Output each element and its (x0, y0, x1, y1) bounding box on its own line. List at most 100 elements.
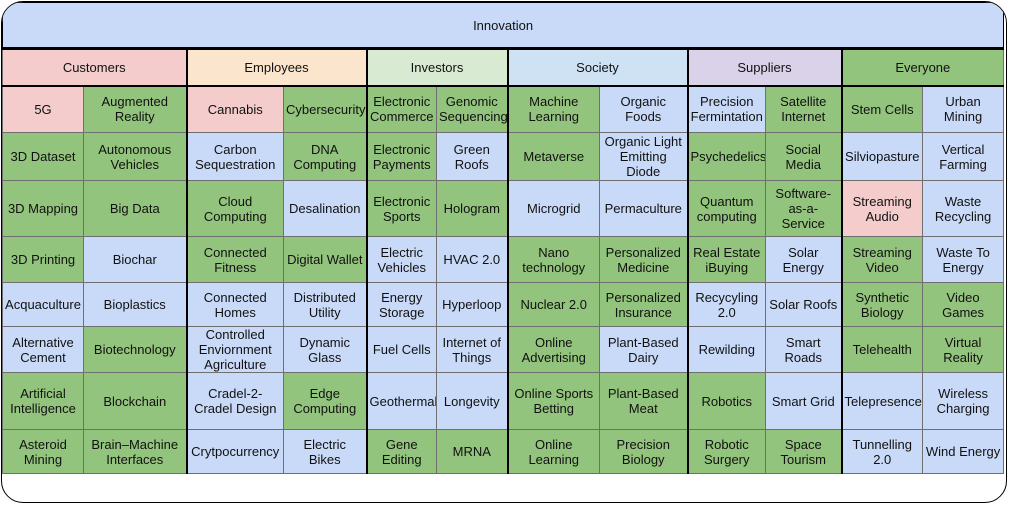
innovation-cell: Augmented Reality (83, 85, 187, 133)
innovation-cell: Green Roofs (436, 132, 508, 181)
innovation-cell: Nuclear 2.0 (506, 282, 600, 327)
innovation-cell: Hologram (436, 180, 508, 237)
category-header-suppliers: Suppliers (686, 48, 842, 87)
innovation-cell: Connected Homes (185, 282, 284, 327)
innovation-cell: Software-as-a-Service (765, 180, 842, 237)
category-header-everyone: Everyone (840, 48, 1005, 87)
innovation-cell: Precision Fermintation (686, 85, 766, 133)
innovation-cell: Synthetic Biology (840, 282, 923, 327)
innovation-cell: DNA Computing (283, 132, 367, 181)
innovation-cell: Longevity (436, 372, 508, 430)
innovation-cell: Metaverse (506, 132, 600, 181)
innovation-cell: Streaming Video (840, 236, 923, 283)
innovation-cell: Bioplastics (83, 282, 187, 327)
table-title: Innovation (2, 2, 1005, 50)
innovation-cell: Digital Wallet (283, 236, 367, 283)
innovation-cell: Robotic Surgery (686, 429, 766, 474)
innovation-cell: Waste Recycling (921, 180, 1005, 237)
innovation-cell: Streaming Audio (840, 180, 923, 237)
innovation-cell: Urban Mining (921, 85, 1005, 133)
innovation-cell: Edge Computing (283, 372, 367, 430)
innovation-cell: 3D Mapping (2, 180, 84, 237)
innovation-cell: Nano technology (506, 236, 600, 283)
innovation-cell: Controlled Enviornment Agriculture (185, 326, 284, 373)
table-row: 3D Dataset Autonomous Vehicles Carbon Sequ… (2, 132, 1005, 181)
innovation-cell: Electronic Commerce (365, 85, 437, 133)
table-row: 3D Printing Biochar Connected Fitness Digit… (2, 236, 1005, 283)
innovation-cell: Plant-Based Meat (599, 372, 688, 430)
innovation-cell: Crytpocurrency (185, 429, 284, 474)
innovation-cell: Machine Learning (506, 85, 600, 133)
innovation-cell: Microgrid (506, 180, 600, 237)
innovation-cell: Online Learning (506, 429, 600, 474)
innovation-cell: Tunnelling 2.0 (840, 429, 923, 474)
innovation-cell: Real Estate iBuying (686, 236, 766, 283)
innovation-cell: Electric Bikes (283, 429, 367, 474)
innovation-cell: Stem Cells (840, 85, 923, 133)
table-row: 5G Augmented Reality Cannabis Cybersecurity… (2, 85, 1005, 133)
innovation-cell: Online Sports Betting (506, 372, 600, 430)
innovation-cell: Cradel-2-Cradel Design (185, 372, 284, 430)
innovation-cell: Hyperloop (436, 282, 508, 327)
innovation-cell: Space Tourism (765, 429, 842, 474)
innovation-cell: Carbon Sequestration (185, 132, 284, 181)
innovation-cell: Rewilding (686, 326, 766, 373)
innovation-cell: Wind Energy (921, 429, 1005, 474)
table-row: Artificial Intelligence Blockchain Cradel-… (2, 372, 1005, 430)
innovation-cell: Gene Editing (365, 429, 437, 474)
innovation-cell: Cloud Computing (185, 180, 284, 237)
innovation-cell: Telehealth (840, 326, 923, 373)
innovation-cell: Organic Foods (599, 85, 688, 133)
innovation-cell: 3D Dataset (2, 132, 84, 181)
innovation-cell: Wireless Charging (921, 372, 1005, 430)
innovation-cell: Recycyling 2.0 (686, 282, 766, 327)
innovation-cell: Connected Fitness (185, 236, 284, 283)
innovation-cell: Geothermal (365, 372, 437, 430)
innovation-cell: Satellite Internet (765, 85, 842, 133)
innovation-cell: Distributed Utility (283, 282, 367, 327)
table-row: 3D Mapping Big Data Cloud Computing Desalin… (2, 180, 1005, 237)
innovation-cell: Desalination (283, 180, 367, 237)
innovation-cell: Energy Storage (365, 282, 437, 327)
innovation-cell: Permaculture (599, 180, 688, 237)
innovation-cell: Autonomous Vehicles (83, 132, 187, 181)
innovation-cell: Fuel Cells (365, 326, 437, 373)
innovation-cell: Personalized Medicine (599, 236, 688, 283)
innovation-cell: Online Advertising (506, 326, 600, 373)
innovation-cell: Robotics (686, 372, 766, 430)
innovation-cell: Big Data (83, 180, 187, 237)
innovation-cell: Precision Biology (599, 429, 688, 474)
category-header-society: Society (506, 48, 688, 87)
table-row: Alternative Cement Biotechnology Controlle… (2, 326, 1005, 373)
innovation-cell: Blockchain (83, 372, 187, 430)
category-header-investors: Investors (365, 48, 508, 87)
innovation-cell: Electronic Sports (365, 180, 437, 237)
innovation-cell: Solar Energy (765, 236, 842, 283)
innovation-cell: Virtual Reality (921, 326, 1005, 373)
innovation-cell: Smart Roads (765, 326, 842, 373)
innovation-cell: Silviopasture (840, 132, 923, 181)
innovation-cell: Dynamic Glass (283, 326, 367, 373)
innovation-cell: Acquaculture (2, 282, 84, 327)
innovation-cell: Organic Light Emitting Diode (599, 132, 688, 181)
innovation-cell: Biotechnology (83, 326, 187, 373)
innovation-cell: Internet of Things (436, 326, 508, 373)
innovation-cell: MRNA (436, 429, 508, 474)
innovation-table: Innovation Customers Employees Investors So… (2, 2, 1005, 474)
innovation-cell: Alternative Cement (2, 326, 84, 373)
innovation-cell: Solar Roofs (765, 282, 842, 327)
innovation-cell: Cybersecurity (283, 85, 367, 133)
innovation-cell: 5G (2, 85, 84, 133)
innovation-cell: Waste To Energy (921, 236, 1005, 283)
innovation-cell: Vertical Farming (921, 132, 1005, 181)
innovation-cell: Electronic Payments (365, 132, 437, 181)
innovation-cell: Psychedelics (686, 132, 766, 181)
innovation-cell: Biochar (83, 236, 187, 283)
innovation-cell: Personalized Insurance (599, 282, 688, 327)
innovation-cell: 3D Printing (2, 236, 84, 283)
innovation-cell: Telepresence (840, 372, 923, 430)
table-row: Acquaculture Bioplastics Connected Homes Di… (2, 282, 1005, 327)
innovation-cell: Smart Grid (765, 372, 842, 430)
innovation-cell: Asteroid Mining (2, 429, 84, 474)
